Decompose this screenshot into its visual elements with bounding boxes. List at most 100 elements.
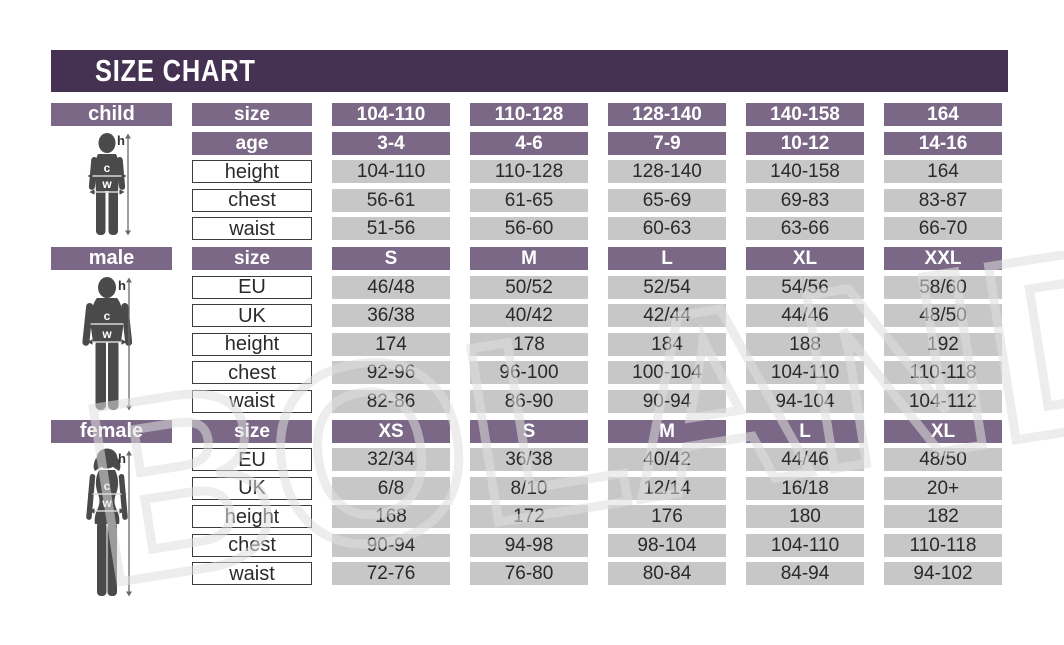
data-cell: 104-110 xyxy=(746,361,864,384)
data-cell: 82-86 xyxy=(332,389,450,413)
data-cell: 178 xyxy=(470,332,588,356)
data-cell: 128-140 xyxy=(608,160,726,183)
data-cell: 110-128 xyxy=(470,160,588,183)
header-cell: 4-6 xyxy=(470,131,588,155)
header-cell: XS xyxy=(332,419,450,443)
section-label-male: male xyxy=(51,247,172,270)
section-child: child size 104-110 110-128 128-140 140-158 164… xyxy=(51,103,1002,240)
row-label-male-uk: UK xyxy=(192,304,312,327)
data-cell: 12/14 xyxy=(608,476,726,500)
row-label-female-height: height xyxy=(192,505,312,528)
data-cell: 182 xyxy=(884,505,1002,528)
row-label-female-size: size xyxy=(192,419,312,443)
data-cell: 104-112 xyxy=(884,389,1002,413)
data-cell: 58/60 xyxy=(884,275,1002,299)
header-cell: 164 xyxy=(884,103,1002,126)
data-cell: 56-60 xyxy=(470,217,588,240)
female-figure: c w h xyxy=(51,448,172,605)
male-silhouette: c w h xyxy=(82,276,133,410)
data-cell: 86-90 xyxy=(470,389,588,413)
data-cell: 6/8 xyxy=(332,476,450,500)
row-label-male-waist: waist xyxy=(192,389,312,413)
data-cell: 98-104 xyxy=(608,533,726,557)
row-label-male-height: height xyxy=(192,332,312,356)
data-cell: 61-65 xyxy=(470,188,588,212)
data-cell: 96-100 xyxy=(470,361,588,384)
section-male: male size S M L XL XXL EU 46/48 50/52 52/54 54/56 58… xyxy=(51,247,1002,413)
header-cell: M xyxy=(608,419,726,443)
data-cell: 40/42 xyxy=(470,304,588,327)
header-cell: M xyxy=(470,247,588,270)
header-cell: 128-140 xyxy=(608,103,726,126)
data-cell: 110-118 xyxy=(884,533,1002,557)
data-cell: 104-110 xyxy=(746,533,864,557)
data-cell: 69-83 xyxy=(746,188,864,212)
svg-text:w: w xyxy=(101,177,112,191)
data-cell: 188 xyxy=(746,332,864,356)
header-cell: XL xyxy=(746,247,864,270)
data-cell: 16/18 xyxy=(746,476,864,500)
data-cell: 172 xyxy=(470,505,588,528)
data-cell: 174 xyxy=(332,332,450,356)
size-chart-table: child size 104-110 110-128 128-140 140-158 164… xyxy=(51,103,1002,597)
data-cell: 72-76 xyxy=(332,562,450,585)
section-label-female: female xyxy=(51,419,172,443)
data-cell: 164 xyxy=(884,160,1002,183)
data-cell: 76-80 xyxy=(470,562,588,585)
page-title: SIZE CHART xyxy=(95,53,256,88)
svg-text:w: w xyxy=(101,496,112,510)
data-cell: 36/38 xyxy=(470,448,588,471)
data-cell: 51-56 xyxy=(332,217,450,240)
data-cell: 192 xyxy=(884,332,1002,356)
child-silhouette: c w h xyxy=(87,132,131,235)
row-label-child-size: size xyxy=(192,103,312,126)
svg-text:c: c xyxy=(104,309,111,323)
svg-text:h: h xyxy=(118,451,126,466)
data-cell: 140-158 xyxy=(746,160,864,183)
row-label-female-chest: chest xyxy=(192,533,312,557)
row-label-female-uk: UK xyxy=(192,476,312,500)
data-cell: 92-96 xyxy=(332,361,450,384)
data-cell: 168 xyxy=(332,505,450,528)
data-cell: 104-110 xyxy=(332,160,450,183)
svg-text:w: w xyxy=(101,327,112,341)
header-cell: L xyxy=(608,247,726,270)
header-cell: L xyxy=(746,419,864,443)
row-label-child-chest: chest xyxy=(192,188,312,212)
data-cell: 48/50 xyxy=(884,448,1002,471)
data-cell: 94-98 xyxy=(470,533,588,557)
header-cell: 7-9 xyxy=(608,131,726,155)
data-cell: 176 xyxy=(608,505,726,528)
data-cell: 56-61 xyxy=(332,188,450,212)
row-label-child-height: height xyxy=(192,160,312,183)
row-label-female-waist: waist xyxy=(192,562,312,585)
data-cell: 42/44 xyxy=(608,304,726,327)
data-cell: 44/46 xyxy=(746,304,864,327)
svg-text:h: h xyxy=(118,278,126,293)
header-cell: 110-128 xyxy=(470,103,588,126)
data-cell: 48/50 xyxy=(884,304,1002,327)
row-label-female-eu: EU xyxy=(192,448,312,471)
row-label-male-eu: EU xyxy=(192,275,312,299)
data-cell: 65-69 xyxy=(608,188,726,212)
data-cell: 84-94 xyxy=(746,562,864,585)
row-label-child-waist: waist xyxy=(192,217,312,240)
data-cell: 8/10 xyxy=(470,476,588,500)
svg-text:h: h xyxy=(117,133,125,148)
data-cell: 44/46 xyxy=(746,448,864,471)
header-cell: XL xyxy=(884,419,1002,443)
data-cell: 52/54 xyxy=(608,275,726,299)
child-figure: c w h xyxy=(51,132,172,243)
header-cell: 3-4 xyxy=(332,131,450,155)
data-cell: 20+ xyxy=(884,476,1002,500)
male-figure: c w h xyxy=(51,276,172,418)
row-label-male-chest: chest xyxy=(192,361,312,384)
data-cell: 32/34 xyxy=(332,448,450,471)
data-cell: 36/38 xyxy=(332,304,450,327)
row-label-male-size: size xyxy=(192,247,312,270)
svg-text:c: c xyxy=(104,161,111,175)
title-bar: SIZE CHART xyxy=(51,50,1008,92)
data-cell: 100-104 xyxy=(608,361,726,384)
data-cell: 66-70 xyxy=(884,217,1002,240)
data-cell: 110-118 xyxy=(884,361,1002,384)
